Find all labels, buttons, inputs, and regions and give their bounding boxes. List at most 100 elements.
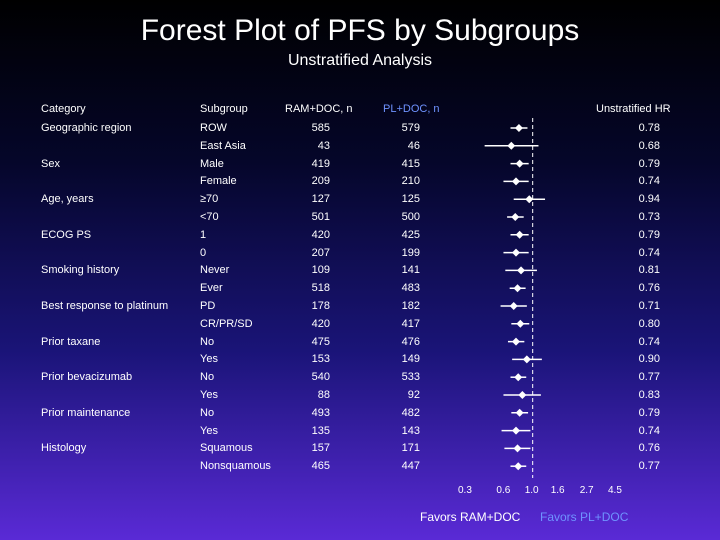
ram-n-value: 501: [311, 211, 330, 223]
hr-value: 0.81: [638, 264, 660, 277]
x-tick-label: 0.3: [458, 485, 472, 496]
category-label: Geographic region: [41, 122, 132, 134]
subgroup-label: CR/PR/SD: [200, 317, 253, 330]
hr-value: 0.94: [638, 193, 660, 206]
ram-n-value: 493: [311, 406, 330, 419]
hr-value: 0.71: [638, 300, 660, 312]
hr-value: 0.77: [638, 371, 660, 384]
ram-n-value: 153: [311, 353, 330, 366]
ram-n-value: 135: [311, 424, 330, 437]
hr-value: 0.76: [638, 442, 660, 455]
ram-n-value: 420: [311, 228, 330, 241]
header-category: Category: [41, 103, 86, 115]
category-label: Smoking history: [41, 264, 120, 277]
hr-value: 0.74: [638, 175, 660, 188]
category-label: Sex: [41, 157, 60, 170]
subgroup-label: No: [200, 335, 215, 348]
hr-value: 0.79: [638, 228, 660, 241]
hr-marker: [512, 177, 521, 186]
x-tick-label: 1.6: [550, 485, 565, 496]
pl-n-value: 447: [401, 460, 420, 473]
subgroup-label: ROW: [200, 122, 227, 134]
subgroup-label: Squamous: [200, 442, 253, 455]
category-label: Histology: [41, 442, 87, 455]
chart-subtitle: Unstratified Analysis: [287, 52, 433, 69]
ram-n-value: 465: [311, 460, 330, 473]
pl-n-value: 125: [401, 193, 420, 206]
hr-marker: [525, 195, 534, 204]
ram-n-value: 109: [311, 264, 330, 277]
category-label: Age, years: [41, 193, 94, 206]
subgroup-label: Nonsquamous: [200, 460, 271, 473]
x-tick-label: 2.7: [579, 485, 594, 496]
hr-value: 0.76: [638, 282, 660, 295]
x-tick-label: 4.5: [608, 485, 622, 496]
hr-marker: [513, 284, 522, 293]
pl-n-value: 415: [401, 157, 420, 170]
subgroup-label: PD: [200, 300, 216, 312]
hr-marker: [518, 391, 527, 399]
hr-value: 0.74: [638, 246, 660, 259]
pl-n-value: 500: [401, 211, 420, 223]
ram-n-value: 585: [311, 122, 330, 134]
x-tick-label: 0.6: [496, 485, 511, 496]
ram-n-value: 420: [311, 317, 330, 330]
pl-n-value: 149: [401, 353, 420, 366]
hr-value: 0.74: [638, 335, 660, 348]
hr-value: 0.83: [638, 389, 660, 401]
x-tick-label: 1.0: [524, 485, 539, 496]
hr-marker: [512, 248, 521, 257]
favors-ram-doc-label: Favors RAM+DOC: [420, 510, 521, 524]
header-hr: Unstratified HR: [596, 103, 671, 115]
chart-title: Forest Plot of PFS by Subgroups: [140, 14, 580, 47]
hr-value: 0.68: [638, 139, 660, 152]
subgroup-label: Male: [200, 157, 224, 170]
favors-pl-doc-label: Favors PL+DOC: [540, 510, 629, 524]
hr-value: 0.79: [638, 157, 660, 170]
ram-n-value: 475: [311, 335, 330, 348]
hr-marker: [515, 230, 524, 239]
category-label: Best response to platinum: [41, 300, 169, 312]
ram-n-value: 178: [311, 300, 330, 312]
pl-n-value: 182: [401, 300, 420, 312]
hr-value: 0.78: [638, 122, 660, 134]
pl-n-value: 210: [401, 175, 420, 188]
subgroup-label: Yes: [200, 353, 218, 366]
subgroup-label: Ever: [200, 282, 223, 295]
hr-marker: [517, 266, 526, 275]
subgroup-label: Never: [200, 264, 230, 277]
category-label: Prior bevacizumab: [41, 371, 133, 384]
hr-marker: [522, 355, 531, 364]
hr-marker: [512, 337, 521, 346]
subgroup-label: ≥70: [200, 193, 219, 206]
hr-marker: [514, 373, 523, 382]
pl-n-value: 143: [401, 424, 420, 437]
pl-n-value: 46: [407, 139, 420, 152]
pl-n-value: 476: [401, 335, 420, 348]
hr-value: 0.80: [638, 317, 660, 330]
header-ram-n: RAM+DOC, n: [285, 103, 353, 115]
header-pl-n: PL+DOC, n: [383, 103, 440, 115]
pl-n-value: 483: [401, 282, 420, 295]
ram-n-value: 207: [311, 246, 330, 259]
hr-value: 0.79: [638, 406, 660, 419]
hr-marker: [515, 408, 524, 417]
subgroup-label: No: [200, 371, 215, 384]
pl-n-value: 533: [401, 371, 420, 384]
ram-n-value: 43: [317, 139, 330, 152]
category-label: Prior maintenance: [41, 406, 131, 419]
hr-value: 0.74: [638, 424, 660, 437]
subgroup-label: 0: [200, 246, 207, 259]
pl-n-value: 92: [407, 389, 420, 401]
hr-value: 0.73: [638, 211, 660, 223]
ram-n-value: 88: [317, 389, 330, 401]
pl-n-value: 141: [401, 264, 420, 277]
subgroup-label: 1: [200, 228, 207, 241]
subgroup-label: East Asia: [200, 139, 246, 152]
pl-n-value: 171: [401, 442, 420, 455]
ram-n-value: 127: [311, 193, 330, 206]
pl-n-value: 417: [401, 317, 420, 330]
subgroup-label: No: [200, 406, 215, 419]
hr-marker: [515, 159, 524, 168]
